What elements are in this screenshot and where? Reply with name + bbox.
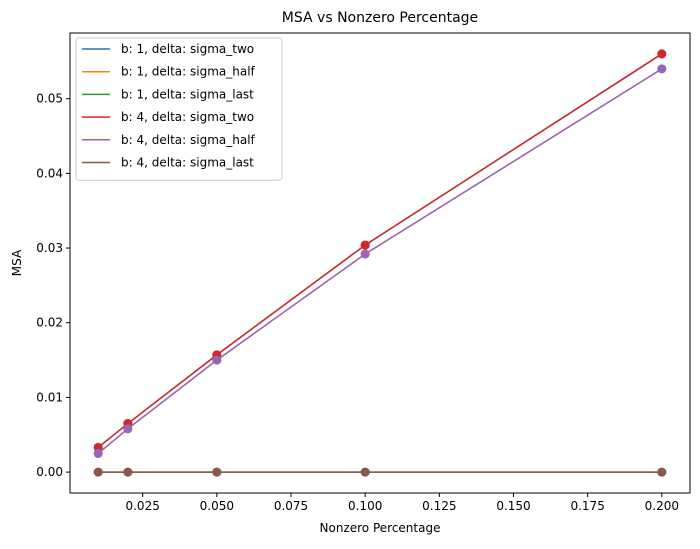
legend-item: b: 1, delta: sigma_last: [82, 87, 254, 101]
y-tick-label: 0.05: [36, 92, 63, 106]
y-axis-label: MSA: [10, 249, 24, 276]
series-6: [93, 467, 667, 477]
legend-item: b: 4, delta: sigma_half: [82, 133, 256, 147]
data-point: [657, 467, 667, 477]
data-point: [212, 467, 222, 477]
x-axis-label: Nonzero Percentage: [320, 521, 441, 535]
series-5: [93, 64, 667, 458]
y-tick-label: 0.00: [36, 465, 63, 479]
x-tick-label: 0.125: [422, 499, 456, 513]
x-tick-label: 0.025: [125, 499, 159, 513]
y-tick-label: 0.02: [36, 316, 63, 330]
legend-item: b: 1, delta: sigma_half: [82, 65, 256, 79]
plot-frame: [69, 32, 691, 494]
y-tick-label: 0.03: [36, 241, 63, 255]
data-point: [657, 64, 667, 74]
legend-label: b: 4, delta: sigma_two: [121, 110, 254, 124]
data-point: [123, 424, 133, 434]
x-tick-label: 0.150: [496, 499, 530, 513]
legend-label: b: 4, delta: sigma_last: [121, 156, 254, 170]
data-point: [360, 249, 370, 259]
data-point: [93, 467, 103, 477]
x-tick-label: 0.100: [348, 499, 382, 513]
legend-item: b: 4, delta: sigma_two: [82, 110, 254, 124]
x-tick-label: 0.200: [645, 499, 679, 513]
data-point: [212, 355, 222, 365]
y-tick-label: 0.04: [36, 166, 63, 180]
x-tick-label: 0.175: [570, 499, 604, 513]
plot-area: [93, 49, 667, 477]
x-tick-label: 0.050: [200, 499, 234, 513]
y-axis: 0.00 0.01 0.02 0.03 0.04 0.05: [36, 92, 70, 479]
y-tick-label: 0.01: [36, 390, 63, 404]
legend-label: b: 4, delta: sigma_half: [121, 133, 256, 147]
x-axis: 0.025 0.050 0.075 0.100 0.125 0.150 0.175 0.200: [125, 493, 679, 513]
data-point: [123, 467, 133, 477]
legend-label: b: 1, delta: sigma_half: [121, 65, 256, 79]
legend-label: b: 1, delta: sigma_last: [121, 87, 254, 101]
legend-item: b: 1, delta: sigma_two: [82, 42, 254, 56]
legend-label: b: 1, delta: sigma_two: [121, 42, 254, 56]
data-point: [657, 49, 667, 59]
legend-item: b: 4, delta: sigma_last: [82, 156, 254, 170]
x-tick-label: 0.075: [274, 499, 308, 513]
data-point: [93, 448, 103, 458]
data-point: [360, 467, 370, 477]
legend: b: 1, delta: sigma_two b: 1, delta: sigma…: [75, 37, 283, 181]
data-point: [360, 240, 370, 250]
chart-title: MSA vs Nonzero Percentage: [282, 10, 478, 26]
legend-box: [75, 37, 283, 181]
